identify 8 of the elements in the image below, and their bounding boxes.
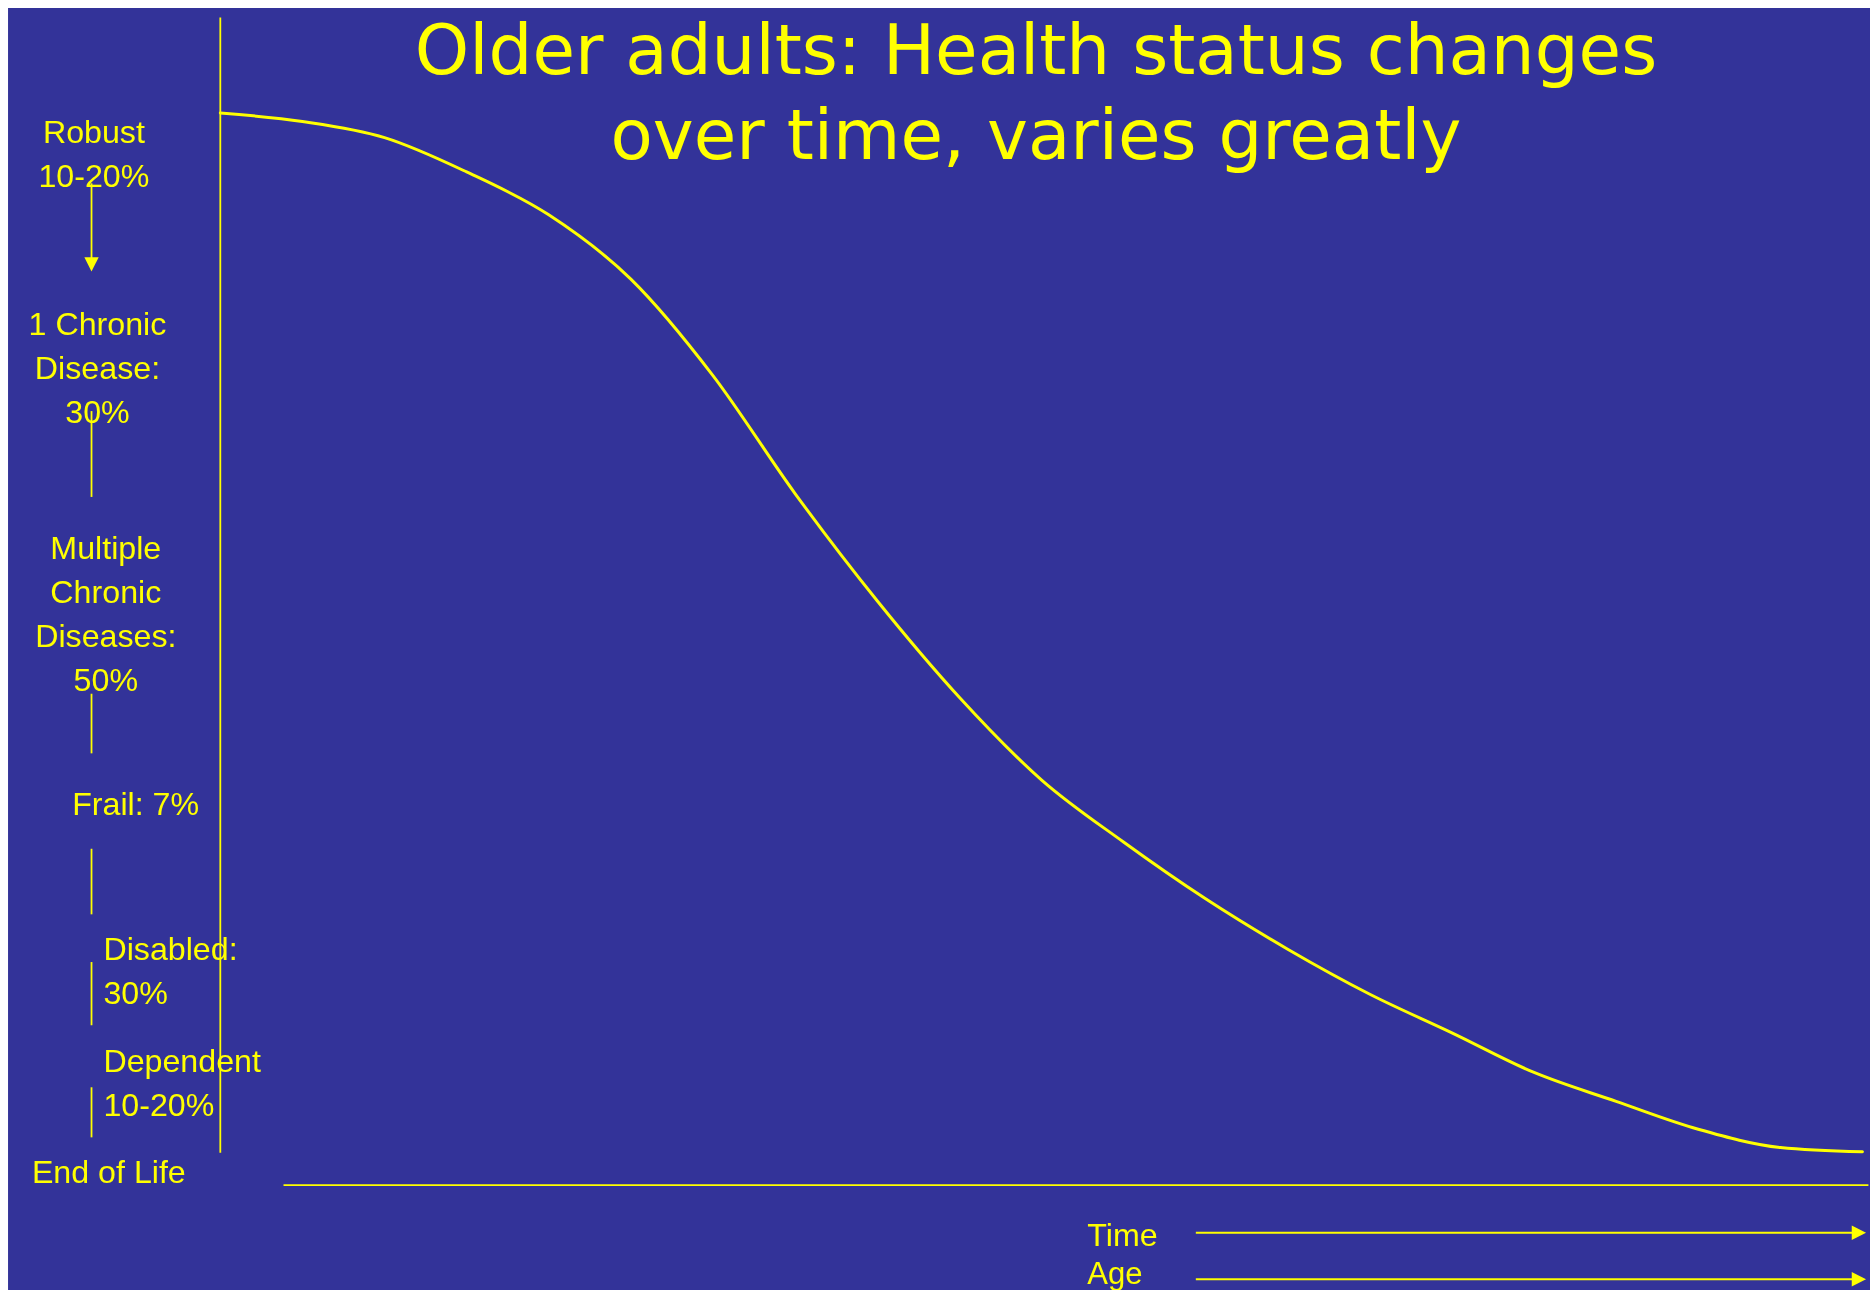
- text: 1 Chronic Disease: 30%: [28, 305, 167, 431]
- annotation: End of Life: [31, 1153, 186, 1190]
- text: Multiple Chronic Diseases: 50%: [35, 529, 177, 699]
- annotation: Frail: 7%: [72, 786, 200, 823]
- chart-title: Older adults: Health status changes over time, varies greatly: [414, 9, 1658, 176]
- text: Robust 10-20%: [38, 113, 150, 194]
- x-axis-title: Time: [1087, 1216, 1158, 1253]
- text: Age: [1087, 1256, 1143, 1290]
